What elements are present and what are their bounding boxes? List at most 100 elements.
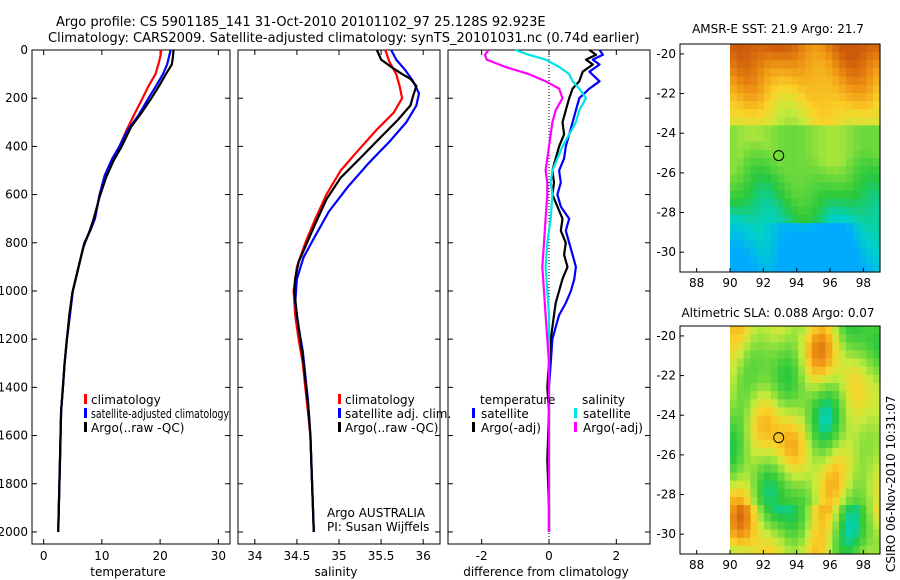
map-cell	[818, 440, 827, 449]
map-cell	[852, 513, 861, 523]
map-cell	[852, 350, 861, 360]
map-cell	[730, 472, 738, 482]
map-cell	[730, 92, 738, 102]
map-cell	[866, 206, 874, 216]
map-cell	[818, 60, 827, 70]
map-cell	[825, 206, 833, 216]
map-cell	[730, 545, 738, 555]
map-cell	[764, 334, 772, 343]
map-cell	[873, 117, 881, 127]
map-cell	[818, 117, 827, 127]
map-cell	[784, 231, 792, 241]
map-cell	[798, 399, 806, 409]
map-cell	[845, 497, 854, 506]
map-cell	[866, 440, 874, 449]
map-cell	[859, 505, 867, 514]
map-cell	[845, 545, 854, 555]
map-cell	[805, 391, 813, 400]
map-cell	[764, 206, 772, 216]
map-cell	[770, 101, 779, 110]
map-cell	[845, 52, 854, 61]
map-cell	[784, 206, 792, 216]
map-cell	[791, 198, 799, 208]
map-cell	[777, 60, 786, 70]
map-y-tick-label: -28	[656, 488, 676, 502]
map-cell	[805, 255, 813, 265]
map-cell	[818, 109, 827, 118]
map-cell	[791, 488, 799, 498]
map-cell	[757, 60, 765, 70]
map-cell	[839, 358, 847, 368]
map-cell	[798, 488, 806, 498]
map-cell	[859, 326, 867, 335]
map-cell	[866, 190, 874, 200]
map-cell	[791, 431, 799, 441]
x-tick-label: 34	[247, 549, 262, 563]
map-cell	[866, 84, 874, 94]
map-y-tick-label: -28	[656, 206, 676, 220]
map-cell	[845, 133, 854, 143]
map-cell	[743, 166, 752, 175]
map-cell	[873, 76, 881, 86]
map-cell	[859, 158, 867, 167]
map-x-tick-label: 92	[756, 276, 771, 290]
map-cell	[764, 456, 772, 466]
map-cell	[764, 182, 772, 192]
map-cell	[791, 480, 799, 490]
map-cell	[866, 374, 874, 384]
map-cell	[757, 342, 765, 352]
map-cell	[791, 133, 799, 143]
map-cell	[859, 342, 867, 352]
map-cell	[852, 423, 861, 433]
map-cell	[777, 117, 786, 127]
series-line-argo-raw-qc-	[293, 49, 418, 533]
map-cell	[845, 415, 854, 425]
map-cell	[730, 448, 738, 457]
map-cell	[832, 166, 840, 175]
map-cell	[866, 60, 874, 70]
map-cell	[730, 521, 738, 531]
map-cell	[798, 60, 806, 70]
map-cell	[845, 448, 854, 457]
map-cell	[811, 52, 820, 61]
map-cell	[777, 206, 786, 216]
map-cell	[757, 174, 765, 184]
map-cell	[777, 182, 786, 192]
legend-swatch-satellite	[338, 408, 341, 418]
map-cell	[777, 456, 786, 466]
map-cell	[770, 399, 779, 409]
x-tick-label: 36	[416, 549, 431, 563]
map-cell	[832, 472, 840, 482]
map-cell	[852, 101, 861, 110]
legend-label-satellite: satellite-adjusted climatology	[91, 407, 229, 421]
map-cell	[811, 529, 820, 539]
map-cell	[757, 464, 765, 474]
map-cell	[743, 383, 752, 392]
map-x-tick-label: 98	[856, 276, 871, 290]
legend-swatch-temp-argo	[472, 422, 475, 432]
map-cell	[743, 109, 752, 118]
map-x-tick-label: 88	[689, 558, 704, 572]
map-cell	[839, 84, 847, 94]
map-cell	[757, 206, 765, 216]
map-cell	[832, 415, 840, 425]
map-cell	[784, 141, 792, 151]
map-cell	[791, 68, 799, 78]
map-cell	[811, 84, 820, 94]
map-cell	[736, 84, 745, 94]
map-cell	[764, 60, 772, 70]
map-cell	[825, 472, 833, 482]
map-cell	[845, 423, 854, 433]
map-cell	[859, 513, 867, 523]
map-cell	[811, 488, 820, 498]
map-cell	[818, 174, 827, 184]
map-cell	[757, 84, 765, 94]
map-cell	[736, 464, 745, 474]
map-cell	[832, 174, 840, 184]
map-cell	[859, 472, 867, 482]
map-cell	[757, 448, 765, 457]
map-y-tick-label: -24	[656, 126, 676, 140]
map-cell	[805, 223, 813, 232]
map-cell	[873, 423, 881, 433]
map-cell	[811, 133, 820, 143]
